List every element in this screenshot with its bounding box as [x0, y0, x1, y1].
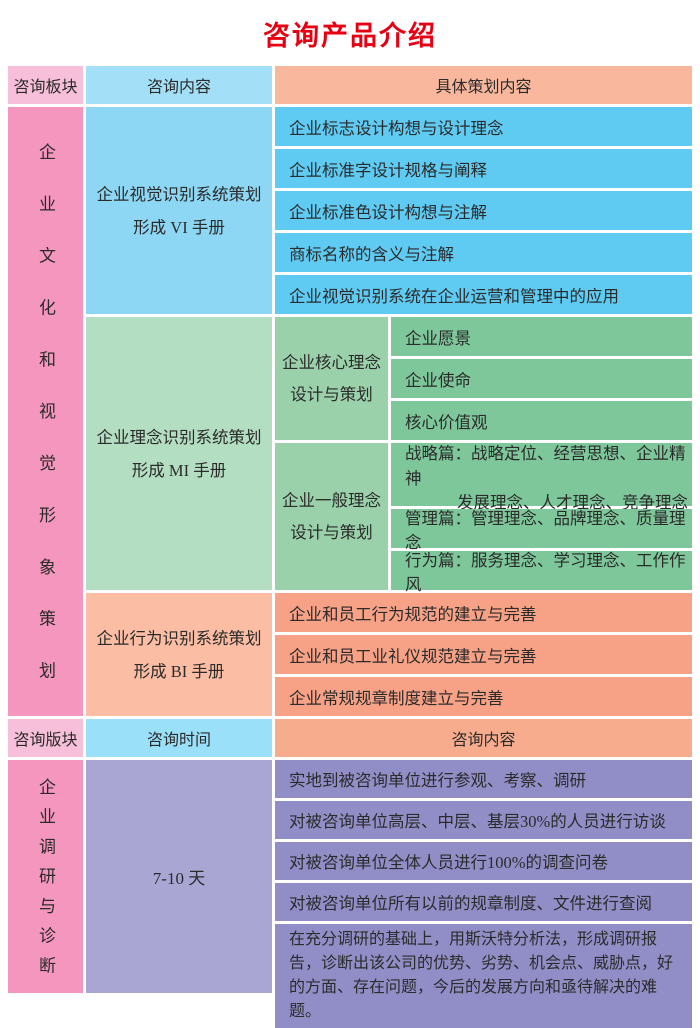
- block-bi: 企业行为识别系统策划 形成 BI 手册 企业和员工行为规范的建立与完善 企业和员…: [86, 593, 692, 716]
- header2-cell-section: 咨询版块: [8, 719, 83, 757]
- header2-cell-content: 咨询内容: [275, 719, 692, 757]
- page: 咨询产品介绍 咨询板块 咨询内容 具体策划内容 企业文化和视觉形象策划 企业视觉…: [8, 21, 692, 1028]
- mi-groups: 企业核心理念 设计与策划 企业愿景 企业使命 核心价值观 企业一般: [275, 317, 692, 594]
- mi-group-core-label-line1: 企业核心理念: [282, 353, 381, 373]
- bi-items: 企业和员工行为规范的建立与完善 企业和员工业礼仪规范建立与完善 企业常规规章制度…: [275, 593, 692, 716]
- vi-item: 企业标准色设计构想与注解: [275, 191, 692, 230]
- block-label-bi-line2: 形成 BI 手册: [133, 661, 225, 681]
- research-items: 实地到被咨询单位进行参观、考察、调研 对被咨询单位高层、中层、基层30%的人员进…: [275, 760, 692, 1028]
- section1-blocks: 企业视觉识别系统策划 形成 VI 手册 企业标志设计构想与设计理念 企业标准字设…: [86, 107, 692, 716]
- research-item: 对被咨询单位全体人员进行100%的调查问卷: [275, 842, 692, 880]
- mi-group-general-label-line1: 企业一般理念: [282, 491, 381, 511]
- section-research-diagnosis: 企业调研与诊断 7-10 天 实地到被咨询单位进行参观、考察、调研 对被咨询单位…: [8, 760, 692, 1028]
- mi-item: 企业使命: [391, 359, 692, 398]
- mi-item: 管理篇：管理理念、品牌理念、质量理念: [391, 509, 692, 552]
- mi-group-core: 企业核心理念 设计与策划 企业愿景 企业使命 核心价值观: [275, 317, 692, 440]
- vi-item: 商标名称的含义与注解: [275, 233, 692, 272]
- block-label-mi: 企业理念识别系统策划 形成 MI 手册: [86, 317, 272, 590]
- mi-item-strategy-text: 战略篇：战略定位、经营思想、企业精神 发展理念、人才理念、竞争理念: [405, 433, 692, 516]
- vi-item: 企业视觉识别系统在企业运营和管理中的应用: [275, 275, 692, 314]
- strategy-line1: 战略篇：战略定位、经营思想、企业精神: [405, 443, 686, 488]
- research-item: 实地到被咨询单位进行参观、考察、调研: [275, 760, 692, 798]
- block-label-mi-line1: 企业理念识别系统策划: [96, 427, 262, 447]
- page-title: 咨询产品介绍: [263, 21, 437, 51]
- mi-item: 企业愿景: [391, 317, 692, 356]
- block-label-vi-line1: 企业视觉识别系统策划: [96, 184, 262, 204]
- vi-item: 企业标准字设计规格与阐释: [275, 149, 692, 188]
- block-label-vi-line2: 形成 VI 手册: [133, 217, 225, 237]
- bi-item: 企业和员工业礼仪规范建立与完善: [275, 635, 692, 674]
- mi-general-items: 战略篇：战略定位、经营思想、企业精神 发展理念、人才理念、竞争理念 管理篇：管理…: [391, 443, 692, 594]
- vi-item: 企业标志设计构想与设计理念: [275, 107, 692, 146]
- header-cell-content: 咨询内容: [86, 66, 272, 104]
- bi-item: 企业常规规章制度建立与完善: [275, 677, 692, 716]
- bi-item: 企业和员工行为规范的建立与完善: [275, 593, 692, 632]
- block-label-bi: 企业行为识别系统策划 形成 BI 手册: [86, 593, 272, 716]
- side-cell-culture: 企业文化和视觉形象策划: [8, 107, 83, 716]
- mi-group-core-label: 企业核心理念 设计与策划: [275, 317, 388, 440]
- research-item-summary: 在充分调研的基础上，用斯沃特分析法，形成调研报告，诊断出该公司的优势、劣势、机会…: [275, 924, 692, 1028]
- vi-items: 企业标志设计构想与设计理念 企业标准字设计规格与阐释 企业标准色设计构想与注解 …: [275, 107, 692, 314]
- header-row-1: 咨询板块 咨询内容 具体策划内容: [8, 66, 692, 104]
- strategy-line2: 发展理念、人才理念、竞争理念: [457, 493, 688, 513]
- header-row-2: 咨询版块 咨询时间 咨询内容: [8, 719, 692, 757]
- mi-group-general-label: 企业一般理念 设计与策划: [275, 443, 388, 590]
- mi-group-general: 企业一般理念 设计与策划 战略篇：战略定位、经营思想、企业精神 发展理念、人才理…: [275, 443, 692, 594]
- block-label-vi: 企业视觉识别系统策划 形成 VI 手册: [86, 107, 272, 314]
- mi-group-core-label-line2: 设计与策划: [290, 384, 373, 404]
- duration-cell: 7-10 天: [86, 760, 272, 993]
- block-mi: 企业理念识别系统策划 形成 MI 手册 企业核心理念 设计与策划 企业愿景 企业…: [86, 317, 692, 594]
- mi-group-general-label-line2: 设计与策划: [290, 522, 373, 542]
- research-item: 对被咨询单位所有以前的规章制度、文件进行查阅: [275, 883, 692, 921]
- side-cell-research: 企业调研与诊断: [8, 760, 83, 993]
- header-cell-section: 咨询板块: [8, 66, 83, 104]
- side-label-research: 企业调研与诊断: [36, 778, 55, 987]
- research-item: 对被咨询单位高层、中层、基层30%的人员进行访谈: [275, 801, 692, 839]
- block-vi: 企业视觉识别系统策划 形成 VI 手册 企业标志设计构想与设计理念 企业标准字设…: [86, 107, 692, 314]
- mi-core-items: 企业愿景 企业使命 核心价值观: [391, 317, 692, 440]
- block-label-mi-line2: 形成 MI 手册: [131, 460, 227, 480]
- header-cell-details: 具体策划内容: [275, 66, 692, 104]
- block-label-bi-line1: 企业行为识别系统策划: [96, 628, 262, 648]
- mi-item-strategy: 战略篇：战略定位、经营思想、企业精神 发展理念、人才理念、竞争理念: [391, 443, 692, 512]
- side-label-culture: 企业文化和视觉形象策划: [36, 143, 55, 714]
- mi-item: 行为篇：服务理念、学习理念、工作作风: [391, 551, 692, 594]
- consulting-table: 咨询板块 咨询内容 具体策划内容 企业文化和视觉形象策划 企业视觉识别系统策划 …: [8, 66, 692, 1028]
- section-culture-visual: 企业文化和视觉形象策划 企业视觉识别系统策划 形成 VI 手册 企业标志设计构想…: [8, 107, 692, 716]
- header2-cell-time: 咨询时间: [86, 719, 272, 757]
- mi-item: 核心价值观: [391, 401, 692, 440]
